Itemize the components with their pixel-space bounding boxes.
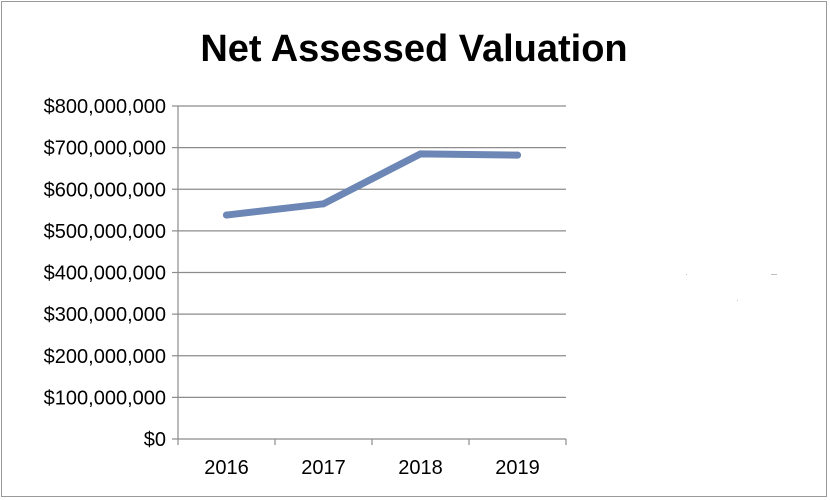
x-tick-label: 2017 — [301, 457, 346, 479]
data-point — [514, 151, 521, 159]
series-layer — [223, 150, 521, 219]
data-point — [320, 200, 327, 208]
axes — [172, 105, 567, 445]
data-point — [223, 211, 230, 219]
y-tick-label: $100,000,000 — [44, 387, 166, 409]
y-tick-label: $200,000,000 — [44, 346, 166, 368]
x-tick-label: 2016 — [204, 457, 249, 479]
y-tick-label: $400,000,000 — [44, 263, 166, 285]
gridlines — [178, 105, 566, 398]
y-axis-tick-labels: $0 $100,000,000 $200,000,000 $300,000,000 $4… — [44, 96, 166, 451]
y-tick-label: $0 — [144, 429, 166, 451]
y-tick-label: $800,000,000 — [44, 96, 166, 118]
y-tick-label: $700,000,000 — [44, 138, 166, 160]
x-axis-tick-labels: 2016 2017 2018 2019 — [204, 457, 540, 479]
series-line — [223, 150, 521, 219]
y-tick-label: $600,000,000 — [44, 179, 166, 201]
y-tick-label: $500,000,000 — [44, 221, 166, 243]
x-tick-label: 2019 — [495, 457, 540, 479]
data-point — [417, 150, 424, 158]
chart-title: Net Assessed Valuation — [200, 28, 628, 70]
stray-marks — [686, 274, 777, 301]
y-tick-label: $300,000,000 — [44, 304, 166, 326]
x-tick-label: 2018 — [398, 457, 443, 479]
